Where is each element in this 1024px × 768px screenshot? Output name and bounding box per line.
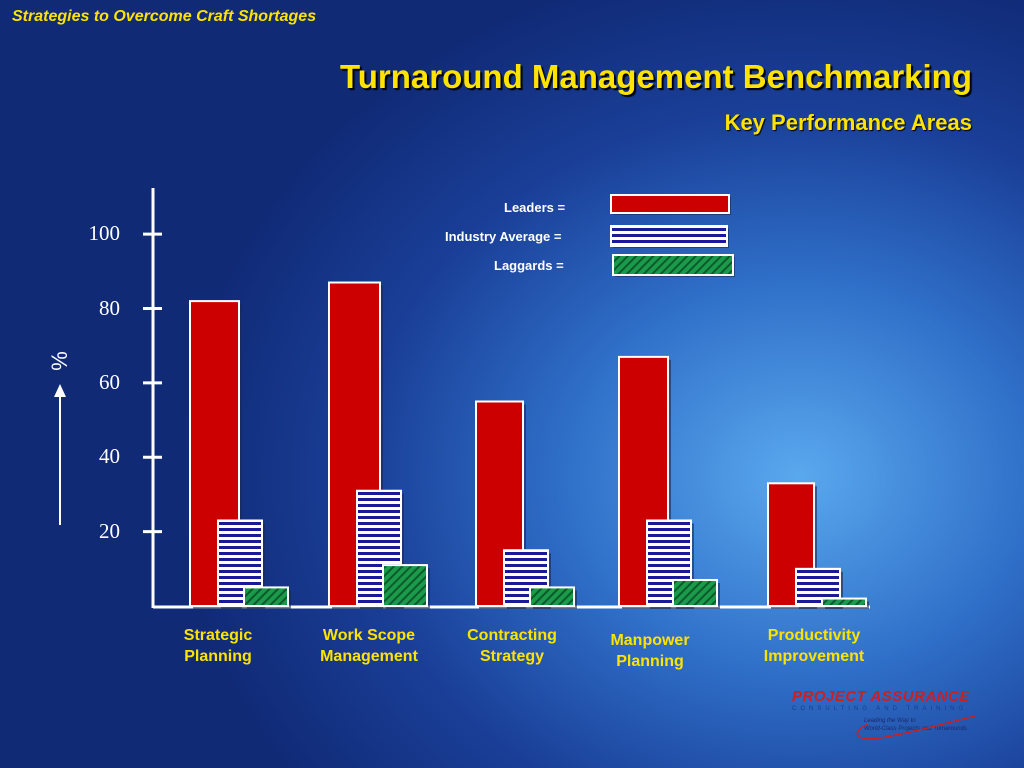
bar-laggards-3	[672, 578, 718, 607]
chart-title: Turnaround Management Benchmarking	[340, 58, 972, 95]
legend-swatch-laggards	[612, 254, 734, 276]
category-label-4: Productivity Improvement	[763, 627, 865, 665]
category-label-2: Contracting Strategy	[467, 627, 557, 665]
y-tick-label-40: 40	[99, 444, 120, 469]
category-label-3: Manpower Planning	[610, 632, 690, 670]
logo-sub: CONSULTING AND TRAINING	[792, 706, 968, 712]
logo-tagline: Leading the Way to World-Class Projects …	[864, 717, 967, 733]
legend-label-laggards: Laggards =	[494, 258, 564, 273]
bar-laggards-2	[529, 586, 575, 608]
project-assurance-logo: PROJECT ASSURANCE CONSULTING AND TRAININ…	[792, 688, 970, 712]
bar-laggards-1	[382, 564, 428, 607]
logo-name: PROJECT ASSURANCE	[792, 688, 970, 705]
logo-tagline-2: World-Class Projects and Turnarounds	[864, 726, 967, 732]
category-label-0: Strategic Planning	[183, 627, 253, 665]
bar-laggards-0	[243, 586, 289, 608]
category-label-1: Work Scope Management	[320, 627, 418, 665]
section-header: Strategies to Overcome Craft Shortages	[12, 8, 317, 25]
legend-swatch-industry-average	[610, 225, 728, 247]
legend-label-leaders: Leaders =	[504, 200, 566, 215]
y-tick-label-100: 100	[88, 221, 121, 246]
y-tick-label-20: 20	[99, 518, 120, 543]
logo-tagline-1: Leading the Way to	[864, 718, 916, 724]
chart-subtitle: Key Performance Areas	[724, 110, 972, 135]
legend-label-industry-average: Industry Average =	[445, 229, 562, 244]
bar-laggards-4	[821, 597, 867, 608]
y-tick-label-60: 60	[99, 369, 120, 394]
y-label-arrow-head	[54, 384, 66, 397]
y-tick-label-80: 80	[99, 295, 120, 320]
legend-swatch-leaders	[610, 194, 730, 214]
